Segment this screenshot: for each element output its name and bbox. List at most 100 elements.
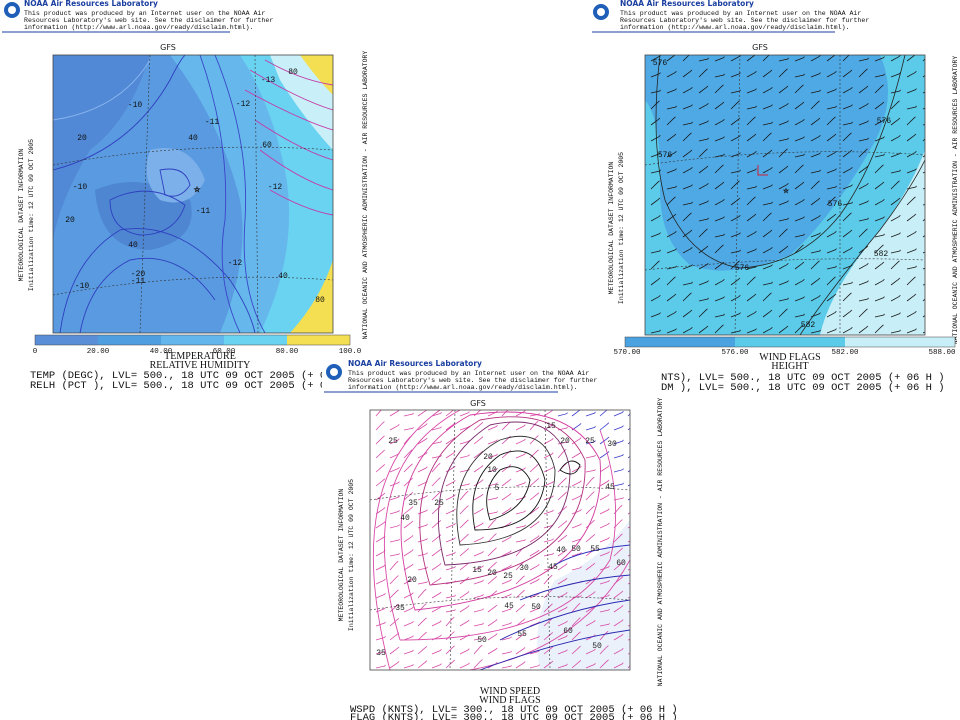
wind-barb <box>906 71 917 78</box>
wind-barb <box>571 602 581 613</box>
wind-barb <box>650 260 660 270</box>
wind-barb <box>585 505 595 515</box>
wind-barb <box>730 277 741 286</box>
wind-barb <box>557 491 567 501</box>
wind-barb <box>389 618 400 627</box>
plot-title: HEIGHT <box>771 361 808 372</box>
wind-barb <box>501 579 512 585</box>
wind-barb <box>599 630 609 641</box>
wind-barb <box>890 117 901 126</box>
wind-barb <box>874 233 885 238</box>
wind-barb <box>858 228 868 238</box>
wind-barb <box>403 563 414 571</box>
wind-barb <box>473 493 484 501</box>
wind-barb <box>858 183 869 190</box>
wind-barb <box>487 619 498 627</box>
wind-barb <box>906 168 917 174</box>
wind-barb <box>730 249 741 254</box>
wind-barb <box>906 88 917 94</box>
wind-barb <box>487 576 498 585</box>
wind-barb <box>515 632 526 641</box>
header-line: This product was produced by an Internet… <box>620 10 861 17</box>
wind-barb <box>543 452 554 459</box>
wind-barb <box>473 565 484 571</box>
contour-label: 40 <box>556 546 566 555</box>
wind-barb <box>762 212 772 222</box>
wind-barb <box>585 663 596 669</box>
wind-barb <box>515 410 526 417</box>
wind-barb <box>543 538 554 543</box>
colorbar-label: 20.00 <box>87 348 110 356</box>
wind-barb <box>890 135 901 142</box>
wind-barb <box>826 231 837 238</box>
wind-barb <box>543 574 553 585</box>
wind-barb <box>698 280 709 286</box>
wind-barb <box>599 522 610 529</box>
wind-barb <box>682 87 693 94</box>
wind-barb <box>874 181 885 190</box>
wind-barb <box>389 495 400 501</box>
wind-barb <box>746 196 756 206</box>
wind-barb <box>666 265 677 270</box>
wind-barb <box>389 553 400 557</box>
wind-barb <box>557 592 568 599</box>
init-time: Initialization time: 12 UTC 09 OCT 2005 <box>348 479 355 631</box>
contour-label: 40 <box>128 241 138 250</box>
wind-barb <box>650 180 660 190</box>
contour-label: 80 <box>288 68 298 77</box>
wind-barb <box>515 589 525 599</box>
wind-barb <box>730 232 741 238</box>
contour-label: 576 <box>658 151 673 160</box>
wind-barb <box>557 577 568 585</box>
wind-barb <box>906 185 917 190</box>
wind-barb <box>682 309 693 318</box>
wind-barb <box>585 577 596 585</box>
wind-barb <box>445 609 456 613</box>
wind-barb <box>778 85 789 94</box>
colorbar-label: 0 <box>33 348 38 356</box>
wind-barb <box>890 329 901 334</box>
wind-barb <box>571 423 582 431</box>
wind-barb <box>746 116 756 126</box>
wind-barb <box>473 579 484 585</box>
wind-barb <box>666 311 677 318</box>
plot-title: WIND FLAGS <box>479 695 540 706</box>
contour-label: 576 <box>828 200 843 209</box>
wind-barb <box>666 116 676 126</box>
wind-barb <box>501 650 512 655</box>
wind-barb <box>431 412 442 417</box>
wind-barb <box>389 661 400 669</box>
wind-barb <box>842 69 853 78</box>
wind-barb <box>613 482 624 487</box>
wind-barb <box>403 506 414 515</box>
wind-barb <box>529 549 540 557</box>
wind-barb <box>613 605 624 613</box>
wind-barb <box>890 232 901 238</box>
wind-barb <box>858 217 869 222</box>
wind-barb <box>682 292 692 302</box>
wind-barb <box>714 324 724 334</box>
wind-barb <box>473 659 483 669</box>
wind-barb <box>487 561 497 571</box>
wind-barb <box>585 534 596 543</box>
wind-barb <box>762 87 773 94</box>
wind-barb <box>890 152 901 158</box>
wind-barb <box>403 412 414 417</box>
wind-barb <box>487 425 498 431</box>
wind-barb <box>778 183 789 190</box>
wind-barb <box>417 495 428 501</box>
wind-barb <box>810 277 821 286</box>
wind-barb <box>557 663 568 669</box>
contour-label: 582 <box>874 250 889 259</box>
contour-label: -12 <box>268 183 283 192</box>
wind-barb <box>431 663 442 669</box>
wind-barb <box>403 520 414 529</box>
wind-barb <box>529 578 540 585</box>
wind-barb <box>842 55 850 62</box>
wind-barb <box>842 104 853 110</box>
header-line: This product was produced by an Internet… <box>348 370 589 377</box>
wind-barb <box>473 508 484 515</box>
wind-barb <box>650 277 661 286</box>
field-info: RELH (PCT ), LVL= 500., 18 UTC 09 OCT 20… <box>30 380 358 392</box>
wind-barb <box>698 148 708 158</box>
